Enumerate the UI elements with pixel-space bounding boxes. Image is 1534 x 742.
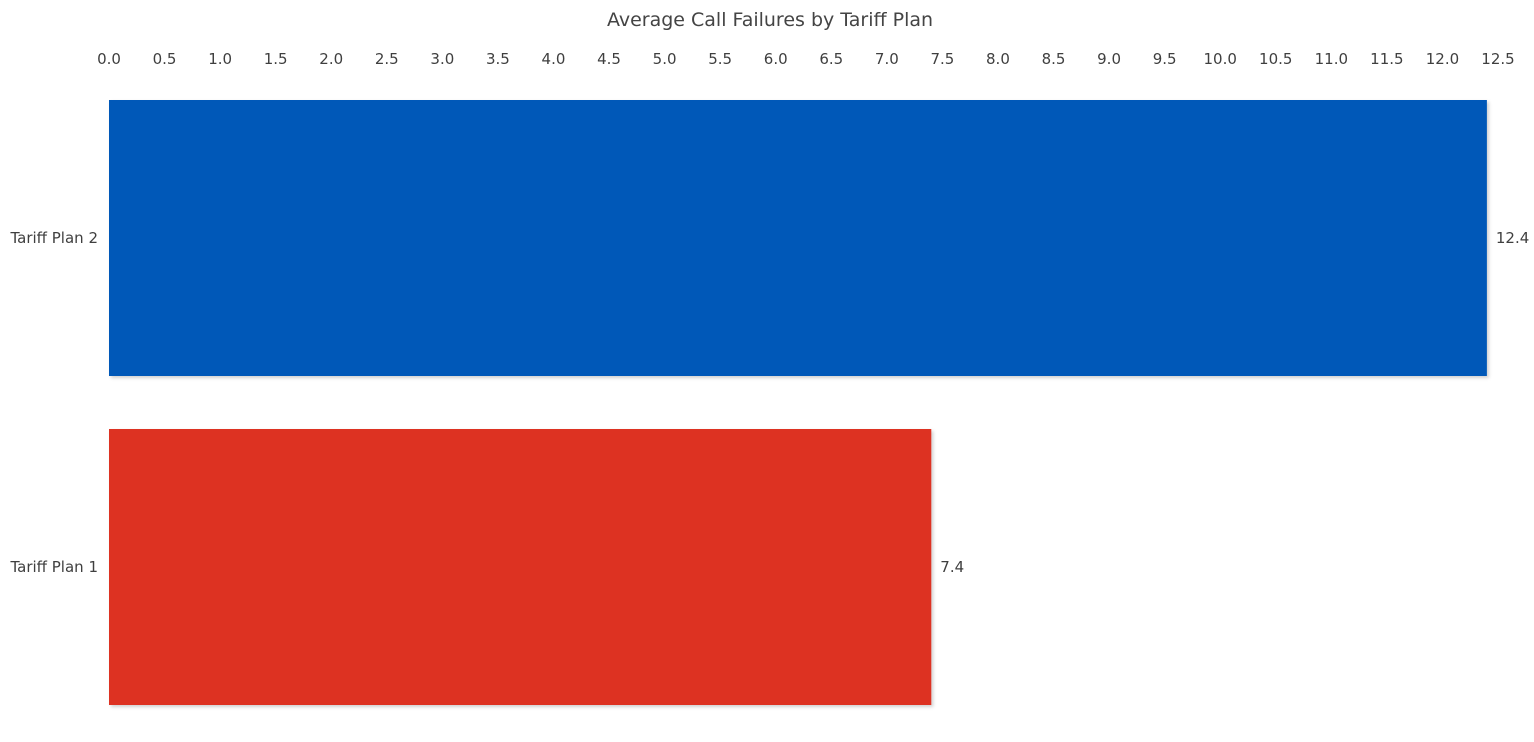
value-labels: 12.4 7.4 <box>940 229 1529 576</box>
x-tick-label: 2.0 <box>319 50 343 68</box>
x-tick-label: 9.0 <box>1097 50 1121 68</box>
x-tick-label: 8.5 <box>1042 50 1066 68</box>
x-tick-label: 4.0 <box>542 50 566 68</box>
x-tick-label: 1.0 <box>208 50 232 68</box>
x-axis-ticks: 0.0 0.5 1.0 1.5 2.0 2.5 3.0 3.5 4.0 4.5 5.0 5.5 6.0 6… <box>97 50 1515 68</box>
category-label: Tariff Plan 2 <box>9 229 98 247</box>
bar-tariff-plan-2[interactable] <box>109 100 1487 376</box>
x-tick-label: 4.5 <box>597 50 621 68</box>
x-tick-label: 2.5 <box>375 50 399 68</box>
chart-title: Average Call Failures by Tariff Plan <box>606 9 934 31</box>
x-tick-label: 5.0 <box>653 50 677 68</box>
x-tick-label: 6.5 <box>819 50 843 68</box>
category-labels: Tariff Plan 2 Tariff Plan 1 <box>9 229 98 576</box>
x-tick-label: 11.5 <box>1370 50 1403 68</box>
data-label: 12.4 <box>1496 229 1529 247</box>
x-tick-label: 10.0 <box>1203 50 1236 68</box>
x-tick-label: 0.5 <box>153 50 177 68</box>
x-tick-label: 3.0 <box>430 50 454 68</box>
x-tick-label: 6.0 <box>764 50 788 68</box>
x-tick-label: 7.5 <box>930 50 954 68</box>
x-tick-label: 1.5 <box>264 50 288 68</box>
x-tick-label: 7.0 <box>875 50 899 68</box>
bars <box>109 100 1487 705</box>
category-label: Tariff Plan 1 <box>9 558 98 576</box>
x-tick-label: 8.0 <box>986 50 1010 68</box>
x-tick-label: 11.0 <box>1315 50 1348 68</box>
bar-tariff-plan-1[interactable] <box>109 429 932 705</box>
x-tick-label: 5.5 <box>708 50 732 68</box>
x-tick-label: 12.0 <box>1426 50 1459 68</box>
x-tick-label: 0.0 <box>97 50 121 68</box>
x-tick-label: 12.5 <box>1481 50 1514 68</box>
data-label: 7.4 <box>940 558 964 576</box>
x-tick-label: 3.5 <box>486 50 510 68</box>
x-tick-label: 10.5 <box>1259 50 1292 68</box>
x-tick-label: 9.5 <box>1153 50 1177 68</box>
